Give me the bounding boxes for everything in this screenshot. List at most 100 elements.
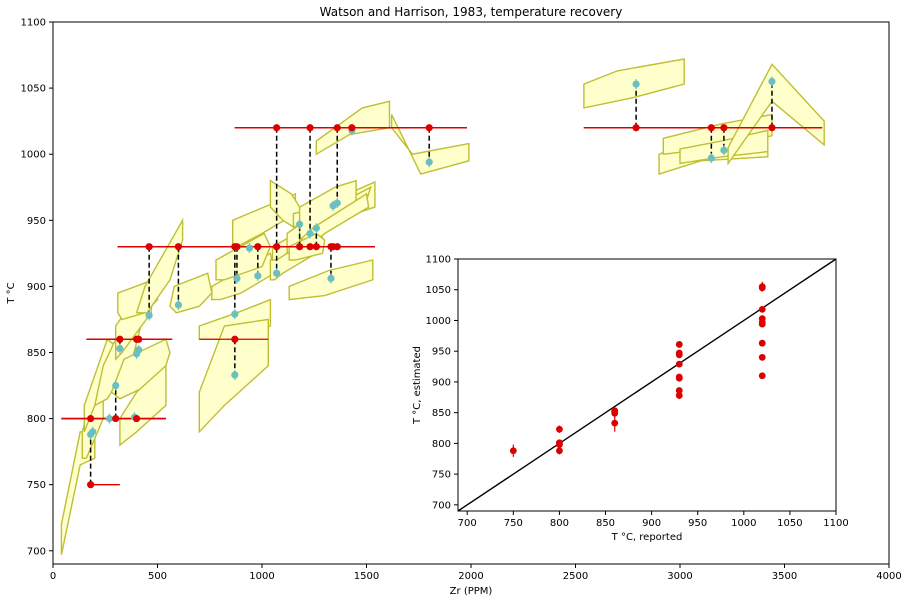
estimated-point-26 [720, 146, 728, 154]
estimated-point-19 [327, 274, 335, 283]
main-x-tick-label-5: 2500 [563, 571, 588, 582]
main-y-tick-label-2: 800 [27, 414, 46, 425]
main-y-tick-label-7: 1050 [21, 84, 46, 95]
reported-point-19 [231, 335, 239, 343]
main-y-tick-label-6: 1000 [21, 150, 46, 161]
reported-point-14 [306, 243, 314, 251]
estimated-point-25 [707, 154, 715, 162]
inset-point-18 [758, 353, 766, 361]
inset-y-tick-label-7: 1050 [426, 285, 451, 296]
main-y-tick-label-5: 950 [27, 216, 46, 227]
estimated-point-21 [333, 199, 341, 207]
main-y-tick-label-3: 850 [27, 348, 46, 359]
estimated-point-16 [296, 220, 304, 228]
main-x-tick-label-2: 1000 [249, 571, 274, 582]
main-y-tick-label-1: 750 [27, 480, 46, 491]
main-x-tick-label-1: 500 [148, 571, 167, 582]
reported-point-22 [333, 124, 341, 132]
inset-x-tick-label-6: 1000 [731, 518, 756, 529]
reported-point-13 [296, 243, 304, 251]
inset-point-22 [758, 315, 766, 323]
inset-identity-line [457, 258, 837, 512]
reported-point-18 [333, 243, 341, 251]
estimated-point-13 [245, 244, 254, 252]
inset-point-10 [675, 387, 683, 394]
inset-y-tick-label-0: 700 [432, 500, 451, 511]
estimated-point-12 [233, 274, 241, 283]
reported-point-3 [133, 414, 141, 423]
estimated-point-15 [273, 269, 281, 277]
inset-y-tick-label-1: 750 [432, 470, 451, 481]
main-x-tick-label-7: 3500 [772, 571, 797, 582]
reported-point-23 [348, 124, 356, 132]
inset-x-tick-label-3: 850 [596, 518, 615, 529]
inset-point-4 [556, 425, 563, 433]
main-y-tick-label-8: 1100 [21, 18, 46, 29]
estimated-point-18 [312, 224, 320, 232]
inset-y-tick-label-2: 800 [432, 439, 451, 450]
inset-point-1 [556, 447, 563, 455]
inset-y-tick-label-4: 900 [432, 377, 451, 388]
inset-x-tick-label-8: 1100 [823, 518, 848, 529]
main-x-axis-label: Zr (PPM) [450, 586, 493, 597]
inset-x-tick-label-0: 700 [458, 518, 477, 529]
inset-x-tick-label-1: 750 [504, 518, 523, 529]
inset-y-tick-label-5: 950 [432, 347, 451, 358]
estimated-point-23 [425, 158, 433, 166]
estimated-point-7 [135, 346, 143, 354]
reported-point-26 [707, 124, 715, 132]
reported-point-21 [306, 124, 314, 132]
inset-plot-area: 700 750 800 850 900 950 1000 1050 1100 700 750 800 8… [426, 255, 849, 530]
inset-y-tick-label-3: 850 [432, 408, 451, 419]
main-y-tick-label-4: 900 [27, 282, 46, 293]
inset-point-13 [675, 360, 683, 368]
reported-point-4 [116, 335, 124, 343]
reported-point-1 [87, 414, 95, 423]
reported-point-6 [135, 335, 143, 343]
estimated-point-9 [174, 301, 182, 309]
reported-point-27 [720, 124, 728, 132]
main-x-tick-label-0: 0 [50, 571, 56, 582]
inset-y-tick-label-6: 1000 [426, 316, 451, 327]
main-x-tick-label-8: 4000 [876, 571, 901, 582]
inset-point-15 [675, 349, 683, 357]
main-x-tick-label-3: 1500 [354, 571, 379, 582]
inset-point-19 [758, 339, 766, 347]
estimated-point-4 [116, 344, 124, 353]
reported-point-10 [233, 243, 241, 251]
main-y-tick-label-0: 700 [27, 546, 46, 557]
reported-point-11 [254, 243, 262, 251]
reported-point-0 [87, 481, 95, 489]
inset-point-0 [509, 447, 517, 455]
inset-x-axis-label: T °C, reported [611, 532, 683, 543]
reported-point-28 [768, 124, 776, 132]
envelope-polygon-4 [110, 338, 171, 400]
estimated-point-27 [768, 77, 776, 86]
estimated-point-17 [306, 229, 314, 238]
reported-point-25 [632, 124, 640, 132]
reported-point-15 [312, 243, 320, 251]
estimated-point-11 [231, 310, 239, 318]
reported-point-2 [112, 414, 120, 423]
estimated-point-24 [632, 80, 640, 88]
estimated-point-8 [145, 311, 153, 320]
main-x-tick-label-4: 2000 [458, 571, 483, 582]
estimated-point-10 [231, 371, 239, 379]
inset-y-tick-label-8: 1100 [426, 255, 451, 266]
main-y-axis-label: T °C [6, 282, 17, 304]
inset-x-tick-label-7: 1050 [777, 518, 802, 529]
inset-point-25 [758, 283, 766, 291]
inset-point-23 [758, 306, 766, 313]
inset-x-tick-label-2: 800 [550, 518, 569, 529]
estimated-point-2 [105, 414, 114, 423]
inset-point-12 [675, 373, 683, 381]
reported-point-24 [425, 124, 433, 132]
inset-point-8 [611, 407, 619, 415]
estimated-point-3 [112, 381, 120, 390]
inset-point-9 [675, 392, 683, 399]
inset-point-16 [675, 341, 683, 348]
main-chart-title: Watson and Harrison, 1983, temperature r… [320, 5, 623, 19]
inset-y-axis-label: T °C, estimated [412, 346, 423, 425]
reported-point-7 [145, 243, 153, 251]
inset-x-tick-label-4: 900 [642, 518, 661, 529]
